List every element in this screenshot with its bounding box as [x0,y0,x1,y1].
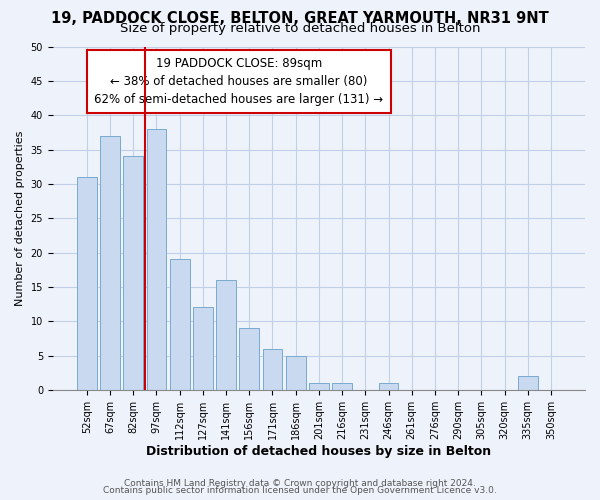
Bar [332,383,352,390]
Y-axis label: Number of detached properties: Number of detached properties [15,130,25,306]
X-axis label: Distribution of detached houses by size in Belton: Distribution of detached houses by size … [146,444,491,458]
Bar [216,280,236,390]
Text: Contains HM Land Registry data © Crown copyright and database right 2024.: Contains HM Land Registry data © Crown c… [124,478,476,488]
Text: 19, PADDOCK CLOSE, BELTON, GREAT YARMOUTH, NR31 9NT: 19, PADDOCK CLOSE, BELTON, GREAT YARMOUT… [51,11,549,26]
Bar [146,129,166,390]
Bar [170,260,190,390]
Bar [309,383,329,390]
Text: Size of property relative to detached houses in Belton: Size of property relative to detached ho… [120,22,480,35]
Text: 19 PADDOCK CLOSE: 89sqm
← 38% of detached houses are smaller (80)
62% of semi-de: 19 PADDOCK CLOSE: 89sqm ← 38% of detache… [94,57,383,106]
Bar [518,376,538,390]
Bar [124,156,143,390]
Bar [193,308,213,390]
Bar [379,383,398,390]
Bar [77,177,97,390]
Bar [100,136,120,390]
Bar [286,356,305,390]
Text: Contains public sector information licensed under the Open Government Licence v3: Contains public sector information licen… [103,486,497,495]
Bar [263,348,283,390]
Bar [239,328,259,390]
